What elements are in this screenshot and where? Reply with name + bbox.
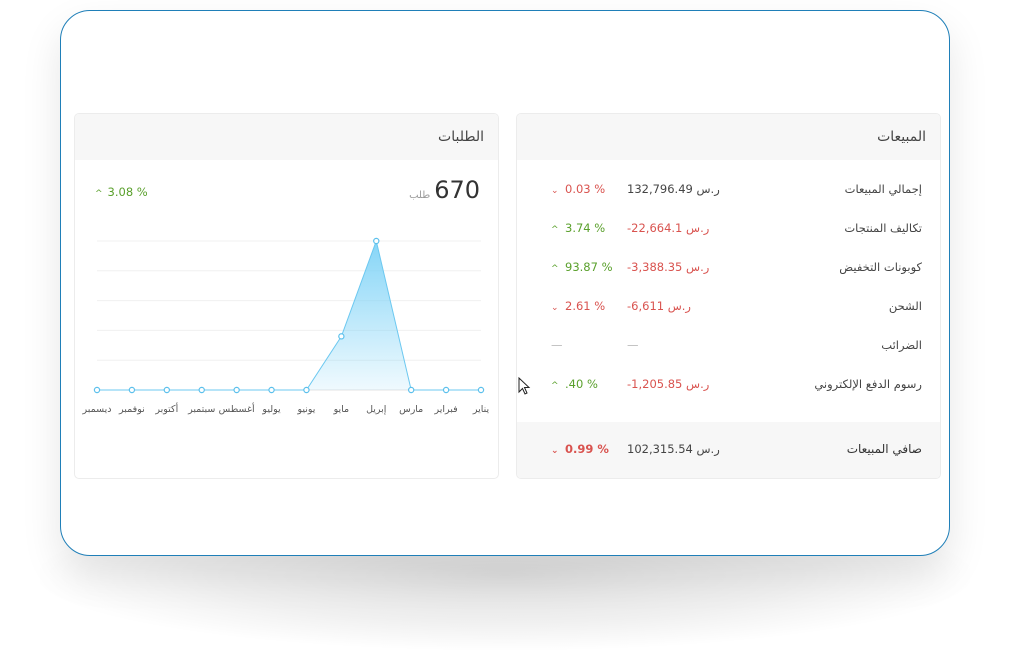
sales-card: المبيعات إجمالي المبيعات 132,796.49 ر.س ⌄ 0… <box>516 113 941 479</box>
x-tick-label: يونيو <box>296 404 315 415</box>
sales-row-change: ^ 3.74 % <box>551 221 606 235</box>
data-point <box>303 386 310 394</box>
data-point <box>442 386 450 394</box>
data-point <box>233 386 240 394</box>
x-tick-label: سبتمبر <box>187 404 215 415</box>
net-sales-label: صافي المبيعات <box>846 442 922 456</box>
sales-row: الضرائب — — <box>517 326 940 365</box>
chevron-up-icon: ^ <box>95 189 103 199</box>
sales-row-label: تكاليف المنتجات <box>844 221 922 235</box>
data-point <box>93 386 101 394</box>
sales-row: كوبونات التخفيض -3,388.35 ر.س ^ 93.87 % <box>517 248 940 287</box>
data-point <box>268 386 275 394</box>
mouse-cursor-icon <box>518 377 531 395</box>
sales-row-label: إجمالي المبيعات <box>844 182 922 196</box>
sales-row-amount: -22,664.1 ر.س <box>627 221 710 235</box>
orders-area <box>97 241 481 390</box>
sales-row-label: الشحن <box>888 299 922 313</box>
data-point <box>128 386 136 394</box>
x-tick-label: إبريل <box>366 404 387 415</box>
x-tick-label: ديسمبر <box>82 404 112 415</box>
chevron-down-icon: ⌄ <box>551 303 559 313</box>
chevron-up-icon: ^ <box>551 225 559 235</box>
chevron-down-icon: ⌄ <box>551 186 559 196</box>
sales-row-label: الضرائب <box>881 338 922 352</box>
x-tick-label: أغسطس <box>219 402 255 415</box>
net-sales-change: ⌄ 0.99 % <box>551 442 609 456</box>
sales-row: رسوم الدفع الإلكتروني -1,205.85 ر.س ^ .40 % <box>517 365 940 404</box>
sales-row-change: ^ 93.87 % <box>551 260 613 274</box>
x-tick-label: نوفمبر <box>118 404 145 415</box>
sales-row: الشحن -6,611 ر.س ⌄ 2.61 % <box>517 287 940 326</box>
data-point <box>373 237 380 245</box>
orders-series-line <box>97 239 481 391</box>
x-tick-label: مارس <box>399 404 423 415</box>
sales-row-change: ⌄ 0.03 % <box>551 182 606 196</box>
x-tick-label: يناير <box>472 404 490 415</box>
sales-row-amount: -6,611 ر.س <box>627 299 691 313</box>
sales-row-change: ⌄ 2.61 % <box>551 299 606 313</box>
orders-card-title: الطلبات <box>75 114 498 160</box>
sales-card-title: المبيعات <box>517 114 940 160</box>
orders-count-value: 670 <box>434 176 480 204</box>
chevron-up-icon: ^ <box>551 381 559 391</box>
sales-row: تكاليف المنتجات -22,664.1 ر.س ^ 3.74 % <box>517 209 940 248</box>
orders-count-unit: طلب <box>409 190 431 201</box>
sales-row-change: — <box>551 338 563 352</box>
sales-row-amount: -3,388.35 ر.س <box>627 260 710 274</box>
data-point <box>477 386 485 394</box>
orders-chart: يناير فبراير مارس إبريل مايو يونيو يوليو أغسطس س… <box>82 237 490 415</box>
chevron-up-icon: ^ <box>551 264 559 274</box>
sales-row-label: رسوم الدفع الإلكتروني <box>814 377 922 391</box>
orders-count: 670طلب <box>409 176 480 204</box>
sales-row: إجمالي المبيعات 132,796.49 ر.س ⌄ 0.03 % <box>517 170 940 209</box>
x-tick-label: أكتوبر <box>154 402 178 415</box>
net-sales-amount: 102,315.54 ر.س <box>627 442 720 456</box>
x-tick-label: مايو <box>333 404 350 415</box>
x-tick-label: يوليو <box>261 404 281 415</box>
sales-row-change: ^ .40 % <box>551 377 598 391</box>
sales-row-amount: -1,205.85 ر.س <box>627 377 710 391</box>
sales-row-label: كوبونات التخفيض <box>839 260 922 274</box>
orders-change: ^ 3.08 % <box>95 185 148 199</box>
sales-row-amount: 132,796.49 ر.س <box>627 182 720 196</box>
data-point <box>407 386 415 394</box>
net-sales-row: صافي المبيعات 102,315.54 ر.س ⌄ 0.99 % <box>517 422 940 478</box>
orders-card: الطلبات 670طلب ^ 3.08 % يناير فبراير مارس إب… <box>74 113 499 479</box>
data-point <box>198 386 205 394</box>
sales-row-amount: — <box>627 338 639 352</box>
x-tick-label: فبراير <box>433 404 457 415</box>
chevron-down-icon: ⌄ <box>551 446 559 456</box>
data-point <box>163 386 171 394</box>
data-point <box>338 333 345 340</box>
